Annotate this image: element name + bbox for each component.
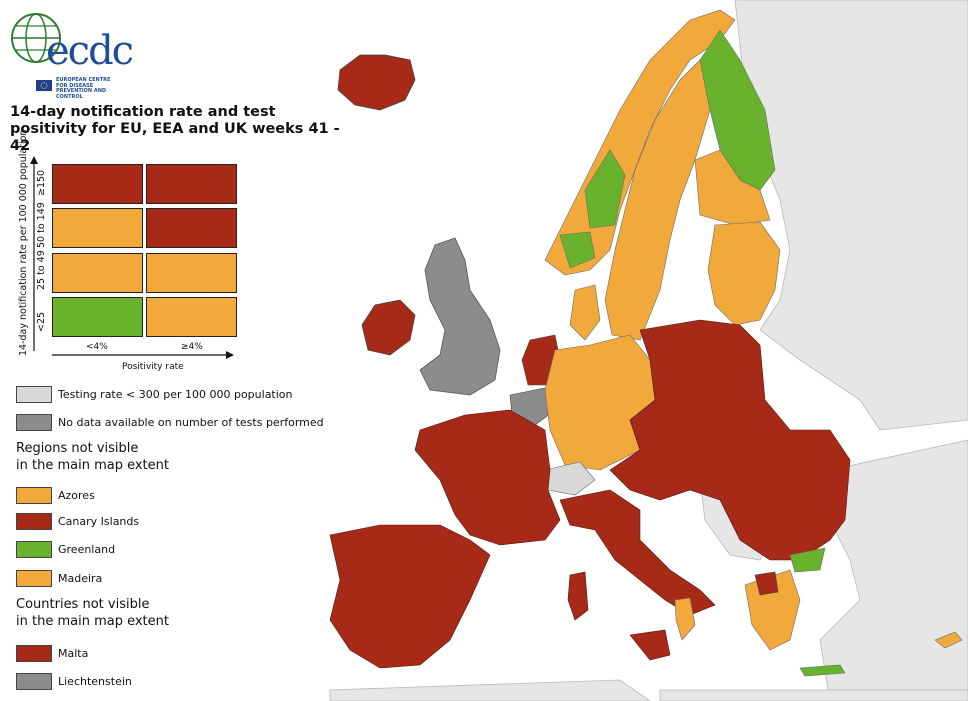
legend-madeira: Madeira [58,572,103,585]
matrix-col-label-2: ≥4% [181,342,203,352]
region-iberia [329,524,491,669]
region-crete [799,664,846,677]
region-norway-green [584,149,626,229]
region-france [414,409,561,546]
region-calabria-orange [674,597,696,641]
swatch-madeira [16,570,52,587]
swatch-azores [16,487,52,504]
swatch-testing-rate [16,386,52,403]
swatch-malta [16,645,52,662]
region-greece-red [754,571,779,596]
swatch-no-data [16,414,52,431]
region-cyprus [934,631,963,649]
globe-icon [11,13,61,63]
matrix-cell-r2-c2 [146,208,237,248]
map-title: 14-day notification rate and test positi… [10,104,340,154]
region-italy [559,489,716,616]
regions-header-1: Regions not visible [16,441,139,456]
countries-header-2: in the main map extent [16,614,169,629]
matrix-cell-r3-c1 [52,253,143,293]
eu-flag-icon [36,80,52,91]
notification-positivity-matrix: 14-day notification rate per 100 000 pop… [16,130,246,376]
legend-liechtenstein: Liechtenstein [58,675,132,688]
logo-wordmark: ecdc [46,28,134,74]
region-uk [419,237,501,396]
legend-no-data: No data available on number of tests per… [58,416,324,429]
legend-testing-rate: Testing rate < 300 per 100 000 populatio… [58,388,293,401]
matrix-row-label-4: <25 [36,311,47,332]
region-germany [544,334,656,471]
region-denmark [569,284,601,341]
swatch-canary-islands [16,513,52,530]
matrix-cell-r4-c2 [146,297,237,337]
region-iceland [337,54,416,111]
logo-subtitle: EUROPEAN CENTRE FOR DISEASE PREVENTION A… [56,77,111,100]
x-axis-arrow [52,351,234,359]
legend-greenland: Greenland [58,543,116,556]
matrix-cell-r2-c1 [52,208,143,248]
region-sardinia [567,571,589,621]
matrix-cell-r4-c1 [52,297,143,337]
region-sicily [629,629,671,661]
countries-header-1: Countries not visible [16,597,150,612]
ecdc-logo: ecdc EUROPEAN CENTRE FOR DISEASE PREVENT… [6,8,134,100]
matrix-x-axis-label: Positivity rate [122,362,184,372]
matrix-row-label-1: ≥150 [36,169,47,196]
region-sweden [604,59,711,341]
swatch-liechtenstein [16,673,52,690]
non-eu-land [329,0,968,701]
swatch-greenland [16,541,52,558]
matrix-cell-r3-c2 [146,253,237,293]
region-central-east-eu [609,319,851,561]
matrix-row-label-3: 25 to 49 [36,250,47,290]
legend-malta: Malta [58,647,89,660]
matrix-cell-r1-c1 [52,164,143,204]
y-axis-arrow [30,156,38,351]
region-norway-green-south [559,231,596,269]
region-baltics [707,221,781,326]
region-finland-green [699,29,776,191]
matrix-cell-r1-c2 [146,164,237,204]
matrix-row-label-2: 50 to 149 [36,202,47,248]
region-greece-green [789,547,826,573]
regions-header-2: in the main map extent [16,458,169,473]
legend-canary-islands: Canary Islands [58,515,140,528]
region-finland-orange [694,149,771,226]
legend-azores: Azores [58,489,95,502]
region-ireland [361,299,416,356]
matrix-col-label-1: <4% [86,342,108,352]
